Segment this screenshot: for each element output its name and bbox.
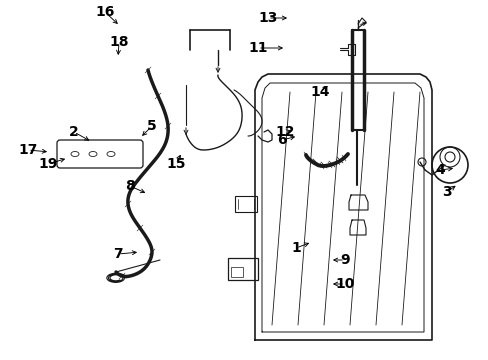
Text: 4: 4: [434, 163, 444, 177]
Text: 8: 8: [125, 179, 135, 193]
Text: 9: 9: [340, 253, 349, 267]
Text: 2: 2: [69, 125, 79, 139]
Text: 3: 3: [441, 185, 451, 199]
Text: 16: 16: [95, 5, 115, 19]
Text: 14: 14: [309, 85, 329, 99]
Text: 18: 18: [109, 35, 128, 49]
Text: 19: 19: [38, 157, 58, 171]
Bar: [230, 267, 243, 277]
Text: 15: 15: [166, 157, 185, 171]
Text: 6: 6: [277, 133, 286, 147]
Bar: [227, 258, 258, 280]
Text: 17: 17: [18, 143, 38, 157]
Text: 11: 11: [248, 41, 267, 55]
Text: 1: 1: [290, 241, 300, 255]
Text: 5: 5: [147, 119, 157, 133]
Text: 12: 12: [275, 125, 294, 139]
Text: 7: 7: [113, 247, 122, 261]
Text: 13: 13: [258, 11, 277, 25]
Bar: [235, 196, 257, 212]
Text: 10: 10: [335, 277, 354, 291]
